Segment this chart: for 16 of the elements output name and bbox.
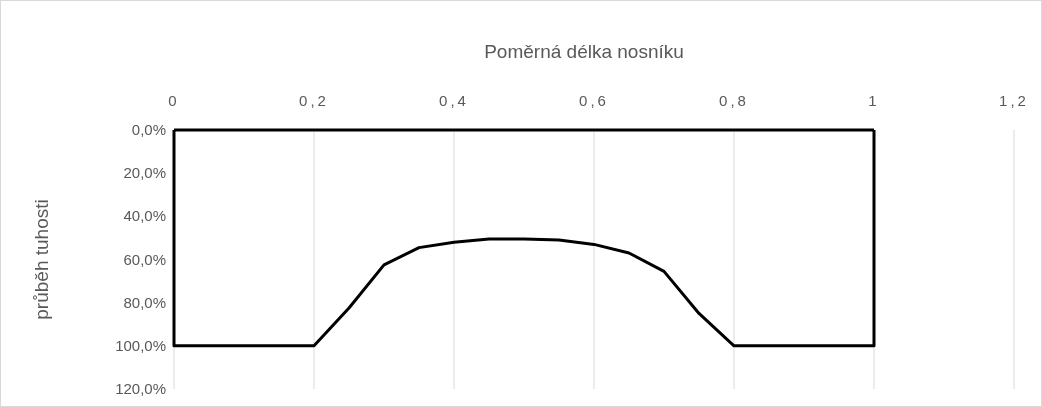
x-tick-label: 0,6: [579, 92, 609, 109]
y-tick-label: 40,0%: [123, 207, 166, 225]
x-tick-label: 0,8: [719, 92, 749, 109]
y-tick-label: 0,0%: [131, 121, 166, 138]
y-tick-label: 60,0%: [123, 250, 166, 268]
x-tick-label: 0,4: [439, 92, 469, 109]
y-tick-label: 120,0%: [115, 380, 166, 397]
x-axis-title: Poměrná délka nosníku: [484, 41, 684, 62]
x-tick-label: 1: [868, 92, 880, 109]
y-tick-label: 80,0%: [123, 293, 166, 311]
x-tick-label: 1,2: [999, 92, 1029, 109]
y-tick-label: 100,0%: [115, 336, 166, 354]
y-axis-title: průběh tuhosti: [31, 199, 52, 320]
x-tick-label: 0: [168, 92, 180, 109]
y-tick-label: 20,0%: [123, 164, 166, 182]
x-tick-label: 0,2: [299, 92, 329, 109]
